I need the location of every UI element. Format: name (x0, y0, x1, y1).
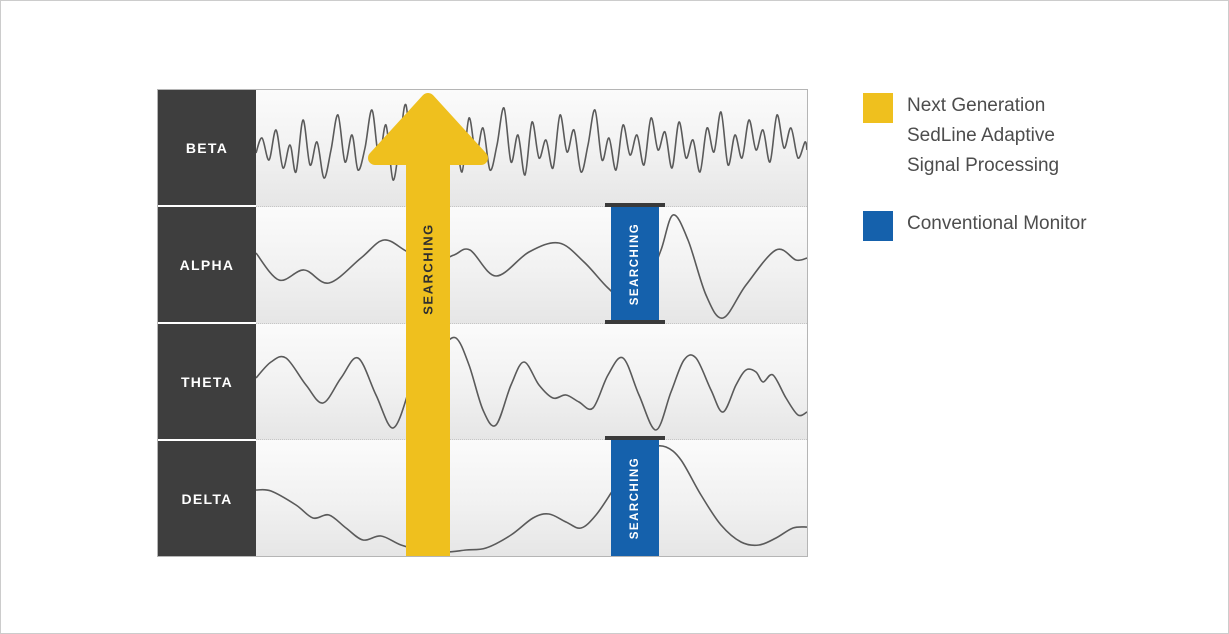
band-rows (256, 90, 807, 556)
row-delta (256, 439, 807, 556)
eeg-band-diagram: BETA ALPHA THETA DELTA SEARCHING SEARCHI… (157, 89, 808, 557)
waveforms-svg (256, 93, 807, 556)
yellow-swatch-icon (863, 93, 893, 123)
band-label-beta: BETA (158, 90, 256, 205)
bar-searching-label: SEARCHING (629, 456, 641, 540)
bar-cap (605, 203, 665, 207)
theta-waveform (256, 334, 807, 431)
legend-item-sedline: Next Generation SedLine Adaptive Signal … (863, 91, 1103, 181)
bar-cap (605, 320, 665, 324)
waveform-plot-area: SEARCHING SEARCHING SEARCHING (256, 90, 807, 556)
conventional-monitor-bar-alpha: SEARCHING (605, 203, 665, 324)
legend-label: Next Generation SedLine Adaptive Signal … (907, 95, 1060, 176)
row-theta (256, 322, 807, 440)
arrow-searching-label: SEARCHING (420, 223, 436, 315)
delta-waveform (256, 444, 807, 553)
bar-searching-label: SEARCHING (629, 222, 641, 306)
band-label-alpha: ALPHA (158, 207, 256, 322)
yellow-searching-arrow-icon (368, 93, 488, 556)
band-label-column: BETA ALPHA THETA DELTA (158, 90, 256, 556)
blue-swatch-icon (863, 211, 893, 241)
legend: Next Generation SedLine Adaptive Signal … (863, 91, 1103, 269)
band-label-delta: DELTA (158, 441, 256, 556)
bar-cap (605, 436, 665, 440)
legend-label: Conventional Monitor (907, 213, 1087, 234)
row-alpha (256, 205, 807, 323)
alpha-waveform (256, 214, 807, 319)
beta-waveform (256, 103, 807, 181)
legend-item-conventional: Conventional Monitor (863, 209, 1103, 241)
band-label-theta: THETA (158, 324, 256, 439)
conventional-monitor-bar-delta: SEARCHING (605, 436, 665, 556)
